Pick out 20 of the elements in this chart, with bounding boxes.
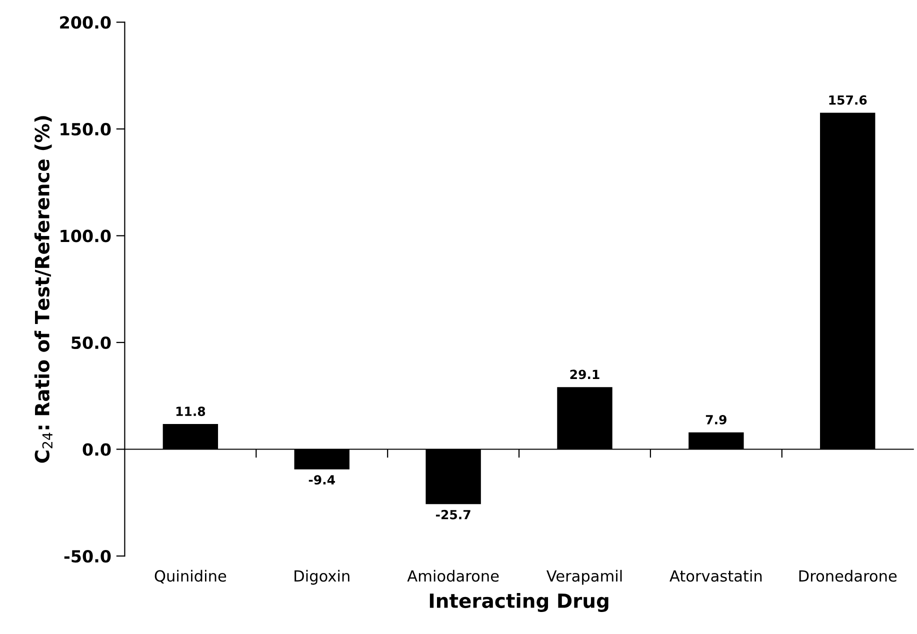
x-tick-label: Digoxin <box>294 570 350 585</box>
y-axis-title: C$_{24}$: Ratio of Test/Reference (%) <box>34 116 52 463</box>
x-tick-label: Atorvastatin <box>670 570 762 582</box>
x-tick-label: Quinidine <box>154 570 226 584</box>
y-tick-label: 0.0 <box>82 443 111 456</box>
y-tick-label: 150.0 <box>60 122 111 136</box>
data-label: -9.4 <box>308 475 335 485</box>
x-tick-label: Amiodarone <box>407 570 499 582</box>
data-label: 157.6 <box>829 95 867 105</box>
data-label: 11.8 <box>176 406 206 416</box>
y-tick-label: 100.0 <box>60 230 111 242</box>
x-axis-title: Interacting Drug <box>430 593 608 612</box>
y-tick-label: 50.0 <box>72 336 111 350</box>
data-label: -25.7 <box>436 510 470 520</box>
data-label: 29.1 <box>570 370 600 380</box>
x-tick-label: Verapamil <box>546 570 622 585</box>
y-tick-label: 200.0 <box>60 16 111 29</box>
y-tick-label: -50.0 <box>64 550 111 563</box>
x-tick-label: Dronedarone <box>799 570 897 582</box>
data-label: 7.9 <box>706 414 726 424</box>
